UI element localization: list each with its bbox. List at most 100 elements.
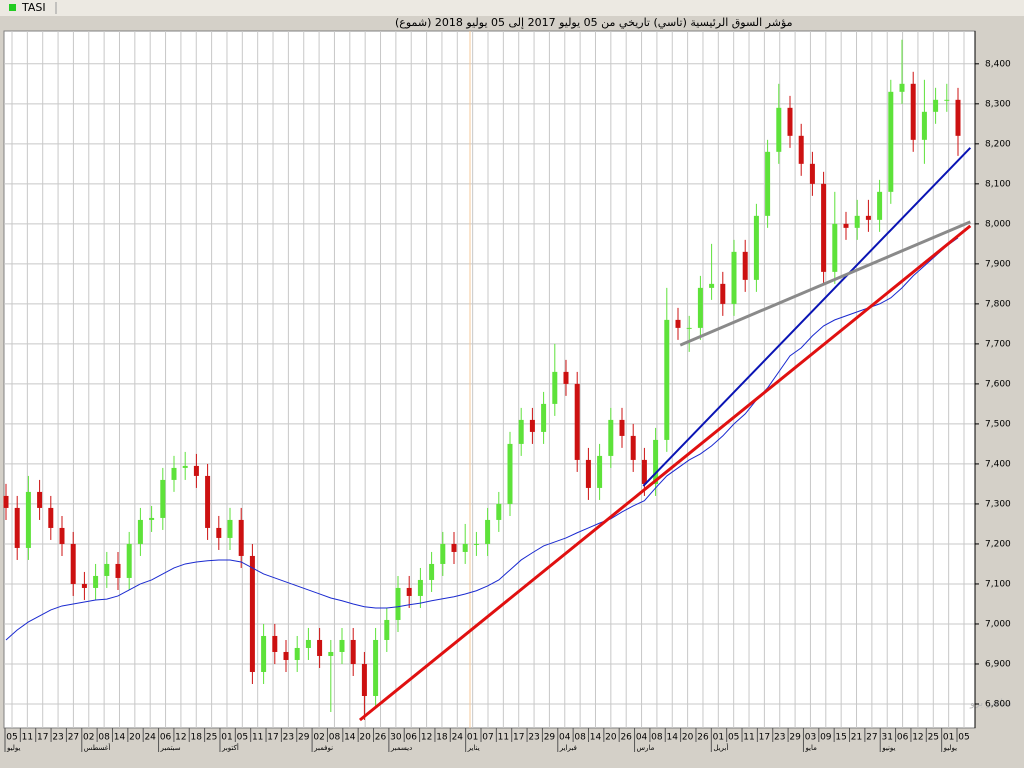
axes: 6,800 6,900 7,000 7,100 7,200 7,300 7,400 7,500…: [4, 31, 1011, 752]
candle-body: [809, 163, 815, 184]
x-tick-label: 31: [881, 733, 892, 743]
candle-body: [361, 663, 367, 696]
x-tick-label: 14: [344, 733, 356, 743]
x-tick-label: 15: [835, 733, 846, 743]
x-tick-label: 24: [144, 733, 156, 743]
candle-body: [249, 555, 255, 672]
month-label: أغسطس: [84, 743, 111, 752]
month-label: يوليو: [943, 744, 957, 752]
candle-body: [843, 223, 849, 228]
candle-body: [14, 507, 20, 548]
x-tick-label: 09: [820, 733, 832, 743]
x-tick-label: 21: [851, 733, 862, 743]
candle-body: [585, 459, 591, 488]
x-tick-label: 04: [559, 733, 571, 743]
x-tick-label: 02: [313, 733, 324, 743]
candle-body: [787, 107, 793, 136]
toolbar: [0, 0, 1024, 16]
y-tick-label: 7,400: [985, 459, 1011, 469]
candle-body: [171, 467, 177, 480]
candle-body: [888, 91, 894, 192]
y-tick-label: 8,100: [985, 179, 1011, 189]
candle-body: [854, 215, 860, 228]
candle-body: [294, 647, 300, 660]
x-tick-label: 05: [728, 733, 739, 743]
x-tick-label: 11: [252, 733, 263, 743]
x-tick-label: 23: [528, 733, 539, 743]
candle-body: [697, 287, 703, 328]
candle-body: [350, 639, 356, 664]
candle-body: [473, 543, 479, 545]
grid: [4, 31, 975, 728]
candle-body: [160, 479, 166, 518]
x-tick-label: 08: [329, 733, 341, 743]
x-tick-label: 01: [467, 733, 478, 743]
y-tick-label: 7,000: [985, 619, 1011, 629]
candle-body: [933, 99, 939, 112]
candle-body: [104, 563, 110, 576]
y-tick-label: 6,900: [985, 659, 1011, 669]
candle-body: [686, 327, 692, 329]
candle-body: [709, 283, 715, 288]
x-tick-label: 03: [805, 733, 816, 743]
candle-body: [429, 563, 435, 580]
candle-body: [126, 543, 132, 578]
x-tick-label: 05: [6, 733, 17, 743]
x-tick-label: 18: [436, 733, 448, 743]
x-tick-label: 20: [129, 733, 141, 743]
x-tick-label: 18: [191, 733, 203, 743]
candle-body: [619, 419, 625, 436]
x-tick-label: 14: [667, 733, 679, 743]
candle-body: [227, 519, 233, 538]
x-tick-label: 27: [68, 733, 79, 743]
y-tick-label: 7,900: [985, 259, 1011, 269]
candle-body: [70, 543, 76, 584]
x-tick-label: 08: [651, 733, 663, 743]
marks: [3, 39, 972, 722]
candle-body: [205, 475, 211, 528]
candle-body: [944, 99, 950, 101]
y-tick-label: 6,800: [985, 699, 1011, 709]
candle-body: [3, 495, 9, 508]
candle-body: [272, 635, 278, 652]
candle-body: [37, 491, 43, 508]
x-tick-label: 08: [98, 733, 110, 743]
candle-body: [518, 419, 524, 444]
candle-body: [496, 503, 502, 520]
x-tick-label: 01: [943, 733, 954, 743]
candle-body: [563, 371, 569, 384]
x-tick-label: 26: [620, 733, 632, 743]
candle-body: [899, 83, 905, 92]
x-tick-label: 11: [22, 733, 33, 743]
candle-body: [641, 459, 647, 484]
candle-body: [485, 519, 491, 544]
x-tick-label: 20: [605, 733, 617, 743]
candle-body: [48, 507, 54, 528]
watermark: مباشر برو: [969, 698, 1012, 709]
candle-body: [406, 587, 412, 596]
candle-body: [193, 465, 199, 476]
candle-body: [417, 579, 423, 596]
y-tick-label: 7,300: [985, 499, 1011, 509]
candle-body: [720, 283, 726, 304]
candle-body: [821, 183, 827, 272]
candle-body: [552, 371, 558, 404]
symbol-icon: [9, 4, 16, 11]
x-tick-label: 14: [590, 733, 602, 743]
candle-body: [630, 435, 636, 460]
candle-body: [440, 543, 446, 564]
x-tick-label: 02: [83, 733, 94, 743]
month-label: أبريل: [713, 743, 728, 752]
plot-area: [3, 30, 976, 729]
trend-line: [642, 147, 972, 487]
x-tick-label: 06: [160, 733, 172, 743]
candle-body: [384, 619, 390, 640]
month-label: يناير: [467, 744, 480, 752]
x-tick-label: 05: [958, 733, 969, 743]
month-label: سبتمبر: [160, 744, 181, 752]
candle-body: [877, 191, 883, 220]
candle-body: [608, 419, 614, 456]
month-label: مارس: [637, 744, 655, 752]
x-tick-label: 29: [789, 733, 801, 743]
candle-body: [283, 651, 289, 660]
